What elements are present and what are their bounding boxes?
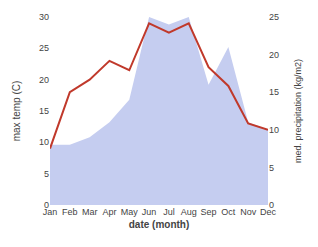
svg-text:max temp (C): max temp (C) <box>11 81 22 142</box>
svg-text:Nov: Nov <box>240 207 257 217</box>
svg-text:med. precipitation (kg/m2): med. precipitation (kg/m2) <box>293 59 303 163</box>
svg-text:25: 25 <box>269 12 279 22</box>
svg-text:Jan: Jan <box>43 207 58 217</box>
svg-text:15: 15 <box>269 87 279 97</box>
svg-text:10: 10 <box>39 137 49 147</box>
svg-text:15: 15 <box>39 106 49 116</box>
svg-text:Oct: Oct <box>221 207 236 217</box>
svg-text:0: 0 <box>44 200 49 210</box>
svg-text:10: 10 <box>269 125 279 135</box>
svg-text:20: 20 <box>39 75 49 85</box>
svg-text:Apr: Apr <box>102 207 116 217</box>
svg-text:0: 0 <box>269 200 274 210</box>
svg-text:Jul: Jul <box>163 207 175 217</box>
svg-text:Feb: Feb <box>62 207 78 217</box>
svg-text:Jun: Jun <box>142 207 157 217</box>
svg-text:25: 25 <box>39 43 49 53</box>
svg-text:Mar: Mar <box>82 207 98 217</box>
svg-text:Dec: Dec <box>260 207 277 217</box>
svg-text:May: May <box>121 207 139 217</box>
svg-text:Sep: Sep <box>201 207 217 217</box>
svg-text:date (month): date (month) <box>129 219 190 230</box>
svg-text:Aug: Aug <box>181 207 197 217</box>
svg-text:5: 5 <box>44 169 49 179</box>
svg-text:30: 30 <box>39 12 49 22</box>
svg-text:20: 20 <box>269 50 279 60</box>
svg-text:5: 5 <box>269 163 274 173</box>
